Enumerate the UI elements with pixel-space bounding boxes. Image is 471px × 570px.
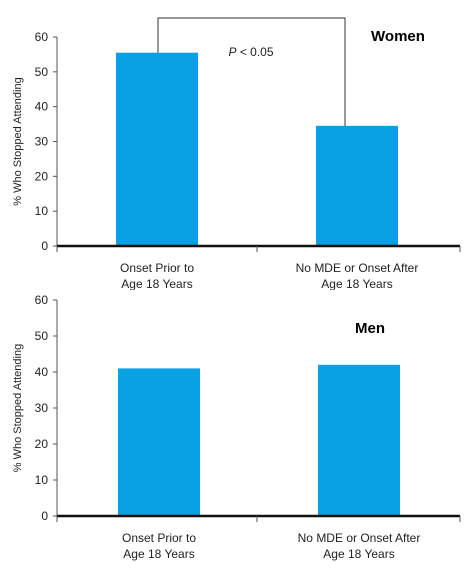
men-bar-chart: 0 10 20 30 40 50 60 % Who Stopped Attending Onse…	[12, 293, 461, 561]
women-y-tick-label: 30	[35, 135, 49, 149]
women-chart-panel: 0 10 20 30 40 50 60 % Who Stopped Attending Onse…	[12, 17, 461, 290]
women-category-label: Age 18 Years	[121, 277, 192, 290]
men-y-tick-label: 0	[41, 509, 48, 523]
men-y-tick-label: 10	[35, 473, 49, 487]
women-category-label: Onset Prior to	[120, 261, 194, 275]
women-title: Women	[371, 28, 425, 45]
women-bar-2	[316, 125, 398, 246]
women-y-tick-label: 60	[35, 30, 49, 44]
women-y-tick-label: 20	[35, 169, 49, 183]
men-y-tick-label: 60	[35, 293, 49, 307]
men-category-label: Age 18 Years	[123, 547, 194, 561]
women-bar-chart: 0 10 20 30 40 50 60 % Who Stopped Attending Onse…	[12, 17, 461, 290]
men-y-tick-label: 20	[35, 437, 49, 451]
men-chart-panel: 0 10 20 30 40 50 60 % Who Stopped Attending Onse…	[0, 290, 471, 570]
men-y-tick-label: 30	[35, 401, 49, 415]
men-category-label: Age 18 Years	[323, 547, 394, 561]
women-y-tick-label: 0	[41, 239, 48, 253]
men-y-tick-label: 50	[35, 329, 49, 343]
men-category-label: Onset Prior to	[122, 531, 196, 545]
women-y-tick-label: 40	[35, 100, 49, 114]
p-threshold: < 0.05	[236, 45, 273, 59]
men-y-tick-label: 40	[35, 365, 49, 379]
women-category-label: No MDE or Onset After	[296, 261, 419, 275]
women-category-label: Age 18 Years	[321, 277, 392, 290]
women-p-value-annotation: P < 0.05	[228, 45, 273, 59]
p-symbol: P	[228, 45, 236, 59]
women-y-tick-label: 50	[35, 65, 49, 79]
women-bar-1	[116, 52, 198, 246]
men-category-label: No MDE or Onset After	[298, 531, 421, 545]
men-bar-1	[118, 368, 200, 516]
women-y-axis-title: % Who Stopped Attending	[12, 77, 24, 205]
women-significance-bracket	[157, 17, 346, 126]
women-y-tick-label: 10	[35, 204, 49, 218]
men-y-axis-title: % Who Stopped Attending	[12, 344, 24, 472]
men-title: Men	[355, 320, 385, 337]
men-bar-2	[318, 364, 400, 516]
